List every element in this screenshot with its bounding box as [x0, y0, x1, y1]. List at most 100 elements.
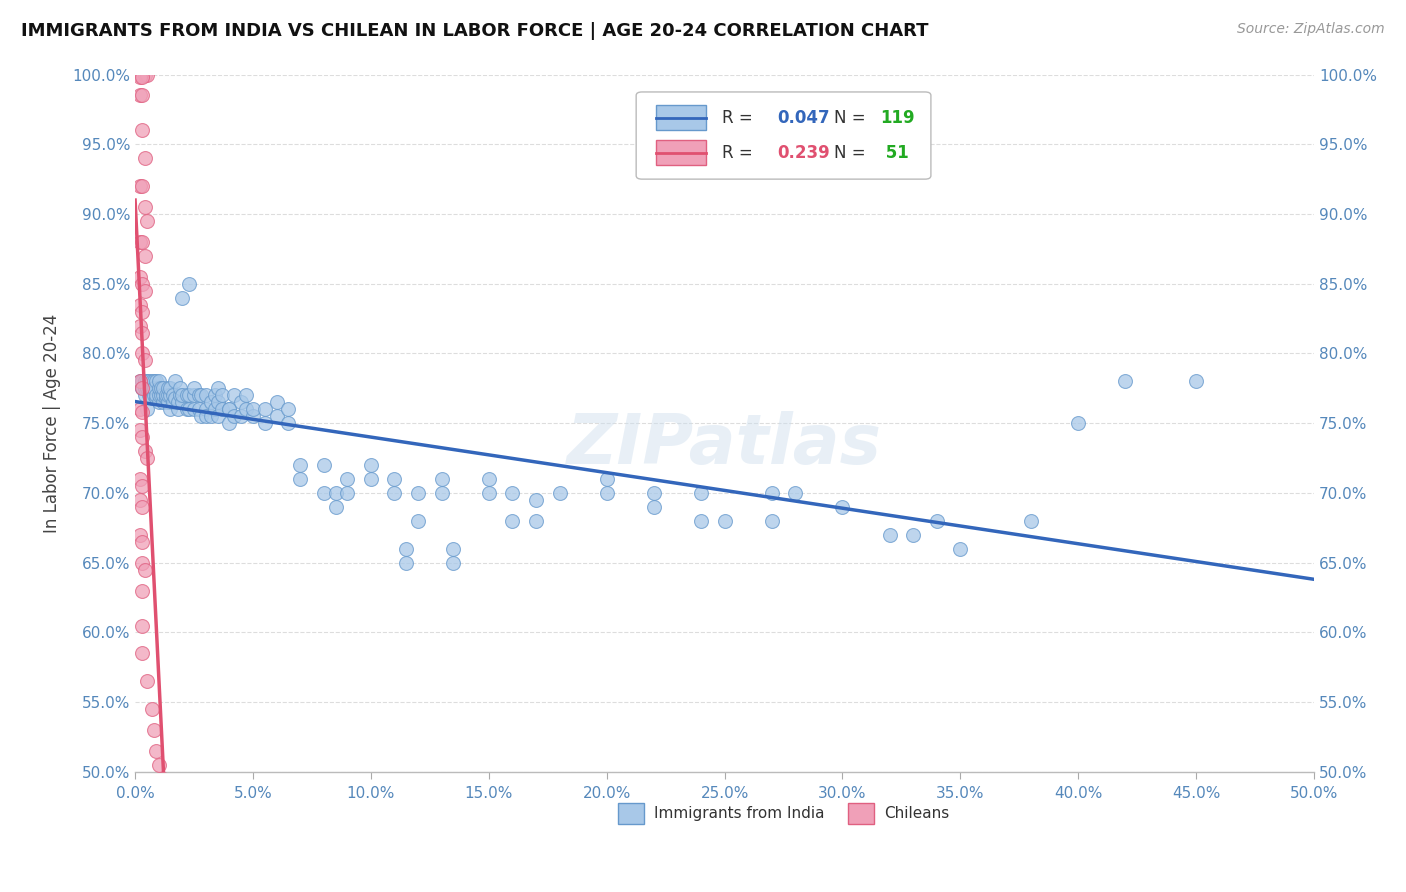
Point — [200, 409, 222, 424]
Point — [138, 388, 160, 402]
Point — [242, 409, 264, 424]
Point — [1114, 375, 1136, 389]
Point — [135, 68, 157, 82]
Point — [360, 458, 382, 472]
Point — [643, 500, 665, 514]
Point — [142, 381, 165, 395]
Point — [204, 402, 226, 417]
Point — [643, 486, 665, 500]
Point — [128, 423, 150, 437]
Point — [131, 375, 153, 389]
Bar — [657, 140, 706, 165]
Point — [235, 388, 257, 402]
Point — [172, 291, 194, 305]
Point — [131, 381, 153, 395]
Point — [142, 381, 165, 395]
Point — [128, 269, 150, 284]
Point — [134, 388, 156, 402]
Point — [949, 541, 972, 556]
Point — [128, 375, 150, 389]
Point — [524, 492, 547, 507]
Point — [266, 409, 288, 424]
Point — [165, 375, 187, 389]
Point — [183, 381, 205, 395]
Point — [218, 402, 240, 417]
Point — [128, 298, 150, 312]
Point — [172, 388, 194, 402]
Point — [187, 402, 209, 417]
Point — [157, 395, 180, 409]
Point — [176, 402, 198, 417]
Point — [131, 479, 153, 493]
Point — [159, 388, 181, 402]
Point — [131, 70, 153, 85]
Point — [1067, 416, 1090, 430]
Point — [134, 375, 156, 389]
Text: ZIPatlas: ZIPatlas — [567, 410, 882, 478]
Bar — [657, 105, 706, 130]
Point — [430, 486, 453, 500]
Point — [131, 534, 153, 549]
Point — [548, 486, 571, 500]
Point — [183, 388, 205, 402]
Point — [235, 402, 257, 417]
Point — [360, 472, 382, 486]
Point — [384, 486, 406, 500]
Point — [288, 472, 311, 486]
Point — [207, 381, 229, 395]
Point — [690, 514, 713, 528]
Point — [190, 388, 212, 402]
Point — [141, 375, 163, 389]
Point — [595, 472, 617, 486]
Text: IMMIGRANTS FROM INDIA VS CHILEAN IN LABOR FORCE | AGE 20-24 CORRELATION CHART: IMMIGRANTS FROM INDIA VS CHILEAN IN LABO… — [21, 22, 928, 40]
Point — [135, 674, 157, 689]
Point — [134, 68, 156, 82]
Point — [162, 395, 184, 409]
Point — [595, 486, 617, 500]
Point — [277, 416, 299, 430]
Point — [501, 486, 523, 500]
Text: Immigrants from India: Immigrants from India — [654, 806, 824, 822]
Point — [135, 214, 157, 228]
Point — [134, 381, 156, 395]
Point — [231, 409, 253, 424]
Point — [218, 416, 240, 430]
Point — [131, 123, 153, 137]
Point — [131, 346, 153, 360]
Point — [152, 772, 174, 786]
Point — [253, 416, 276, 430]
Point — [135, 451, 157, 466]
Point — [131, 179, 153, 194]
Point — [524, 514, 547, 528]
Point — [1019, 514, 1042, 528]
Point — [224, 409, 246, 424]
Point — [169, 388, 191, 402]
Point — [187, 388, 209, 402]
Point — [713, 514, 735, 528]
Point — [128, 528, 150, 542]
Point — [128, 375, 150, 389]
Point — [128, 402, 150, 417]
Point — [134, 563, 156, 577]
Text: N =: N = — [834, 144, 872, 161]
Point — [131, 556, 153, 570]
Point — [152, 395, 174, 409]
Point — [131, 277, 153, 291]
Point — [159, 381, 181, 395]
Point — [211, 402, 233, 417]
Point — [925, 514, 948, 528]
Point — [879, 528, 901, 542]
Point — [211, 388, 233, 402]
Point — [325, 486, 347, 500]
Point — [441, 541, 464, 556]
Point — [165, 391, 187, 405]
Point — [134, 444, 156, 458]
Point — [150, 388, 173, 402]
Text: R =: R = — [723, 109, 758, 127]
Text: 0.047: 0.047 — [778, 109, 831, 127]
Point — [148, 758, 170, 772]
Bar — [848, 804, 875, 824]
Point — [131, 647, 153, 661]
Point — [135, 381, 157, 395]
Point — [142, 375, 165, 389]
